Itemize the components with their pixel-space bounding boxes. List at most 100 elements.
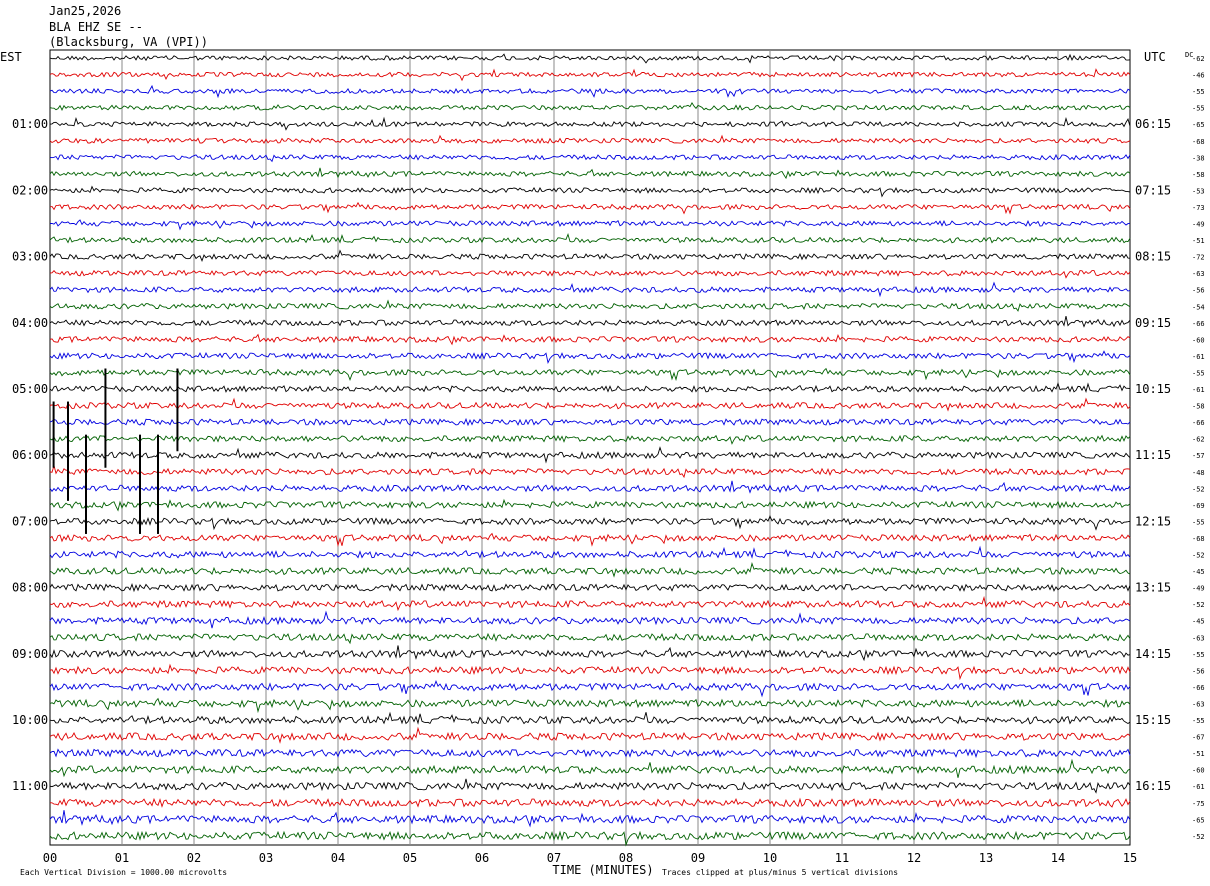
- dc-offset-label: -57: [1192, 452, 1205, 460]
- dc-offset-label: -55: [1192, 518, 1205, 526]
- header-date: Jan25,2026: [49, 4, 122, 18]
- trace-line: [49, 219, 1131, 231]
- right-time-label: 06:15: [1135, 117, 1171, 131]
- x-tick-label: 14: [1051, 851, 1065, 865]
- dc-label: DC: [1185, 51, 1193, 59]
- left-axis-label: EST: [0, 50, 22, 64]
- x-axis-label: TIME (MINUTES): [552, 863, 653, 877]
- dc-offset-label: -73: [1192, 204, 1205, 212]
- dc-offset-label: -63: [1192, 634, 1205, 642]
- right-time-label: 14:15: [1135, 647, 1171, 661]
- trace-line: [49, 532, 1131, 547]
- x-tick-label: 11: [835, 851, 849, 865]
- trace-line: [49, 830, 1131, 847]
- dc-offset-label: -68: [1192, 138, 1205, 146]
- dc-offset-label: -61: [1192, 386, 1205, 394]
- dc-offset-label: -55: [1192, 717, 1205, 725]
- dc-offset-label: -61: [1192, 353, 1205, 361]
- left-time-label: 02:00: [12, 183, 48, 197]
- trace-line: [49, 810, 1131, 828]
- dc-offset-label: -38: [1192, 154, 1205, 162]
- dc-offset-label: -62: [1192, 436, 1205, 444]
- x-tick-label: 09: [691, 851, 705, 865]
- trace-line: [49, 480, 1131, 494]
- trace-line: [49, 632, 1131, 645]
- trace-line: [50, 797, 1131, 808]
- x-tick-label: 03: [259, 851, 273, 865]
- dc-offset-label: -61: [1192, 783, 1205, 791]
- trace-line: [49, 417, 1131, 427]
- left-time-label: 04:00: [12, 316, 48, 330]
- x-tick-label: 05: [403, 851, 417, 865]
- trace-line: [49, 679, 1131, 698]
- dc-offset-label: -53: [1192, 187, 1205, 195]
- right-time-label: 11:15: [1135, 448, 1171, 462]
- dc-offset-label: -46: [1192, 72, 1205, 80]
- dc-offset-label: -66: [1192, 419, 1205, 427]
- right-time-label: 09:15: [1135, 316, 1171, 330]
- trace-line: [49, 663, 1131, 681]
- footer-clip-note: Traces clipped at plus/minus 5 vertical …: [662, 868, 898, 877]
- plot-frame: [49, 49, 1131, 846]
- trace-line: [49, 515, 1131, 531]
- dc-offset-label: -45: [1192, 618, 1205, 626]
- header-station: BLA EHZ SE --: [49, 20, 143, 34]
- dc-offset-label: -52: [1192, 833, 1205, 841]
- x-tick-label: 13: [979, 851, 993, 865]
- dc-offset-label: -63: [1192, 270, 1205, 278]
- dc-offset-label: -67: [1192, 734, 1205, 742]
- dc-offset-label: -66: [1192, 320, 1205, 328]
- trace-line: [49, 102, 1131, 111]
- trace-line: [49, 726, 1131, 744]
- trace-line: [49, 281, 1131, 298]
- dc-offset-label: -56: [1192, 287, 1205, 295]
- trace-line: [49, 711, 1131, 725]
- dc-offset-label: -56: [1192, 667, 1205, 675]
- left-time-label: 10:00: [12, 713, 48, 727]
- left-time-label: 09:00: [12, 647, 48, 661]
- footer-scale-note: Each Vertical Division = 1000.00 microvo…: [20, 868, 227, 877]
- dc-offset-label: -69: [1192, 502, 1205, 510]
- dc-offset-label: -55: [1192, 369, 1205, 377]
- trace-line: [49, 185, 1131, 198]
- dc-offset-label: -51: [1192, 237, 1205, 245]
- dc-offset-label: -68: [1192, 535, 1205, 543]
- x-tick-label: 10: [763, 851, 777, 865]
- dc-offset-label: -60: [1192, 336, 1205, 344]
- trace-line: [49, 748, 1131, 759]
- trace-line: [49, 464, 1131, 479]
- trace-line: [49, 397, 1131, 412]
- trace-line: [49, 446, 1131, 464]
- dc-offset-label: -58: [1192, 403, 1205, 411]
- trace-line: [49, 269, 1131, 279]
- dc-offset-label: -60: [1192, 767, 1205, 775]
- x-tick-label: 15: [1123, 851, 1137, 865]
- trace-line: [49, 153, 1131, 163]
- dc-offset-label: -51: [1192, 750, 1205, 758]
- dc-offset-label: -49: [1192, 221, 1205, 229]
- dc-offset-label: -55: [1192, 105, 1205, 113]
- trace-line: [49, 333, 1131, 346]
- right-time-label: 16:15: [1135, 779, 1171, 793]
- left-time-label: 03:00: [12, 250, 48, 264]
- x-tick-label: 12: [907, 851, 921, 865]
- trace-line: [49, 201, 1131, 215]
- dc-offset-label: -52: [1192, 485, 1205, 493]
- left-time-label: 08:00: [12, 581, 48, 595]
- dc-offset-label: -63: [1192, 700, 1205, 708]
- trace-line: [49, 299, 1131, 312]
- dc-offset-label: -55: [1192, 88, 1205, 96]
- trace-line: [49, 249, 1131, 262]
- x-tick-label: 00: [43, 851, 57, 865]
- right-time-label: 13:15: [1135, 581, 1171, 595]
- x-tick-label: 08: [619, 851, 633, 865]
- x-tick-label: 06: [475, 851, 489, 865]
- dc-offset-label: -54: [1192, 303, 1205, 311]
- left-time-label: 11:00: [12, 779, 48, 793]
- trace-line: [49, 545, 1131, 559]
- trace-line: [49, 583, 1131, 593]
- dc-offset-label: -48: [1192, 469, 1205, 477]
- dc-offset-label: -72: [1192, 254, 1205, 262]
- right-time-label: 07:15: [1135, 183, 1171, 197]
